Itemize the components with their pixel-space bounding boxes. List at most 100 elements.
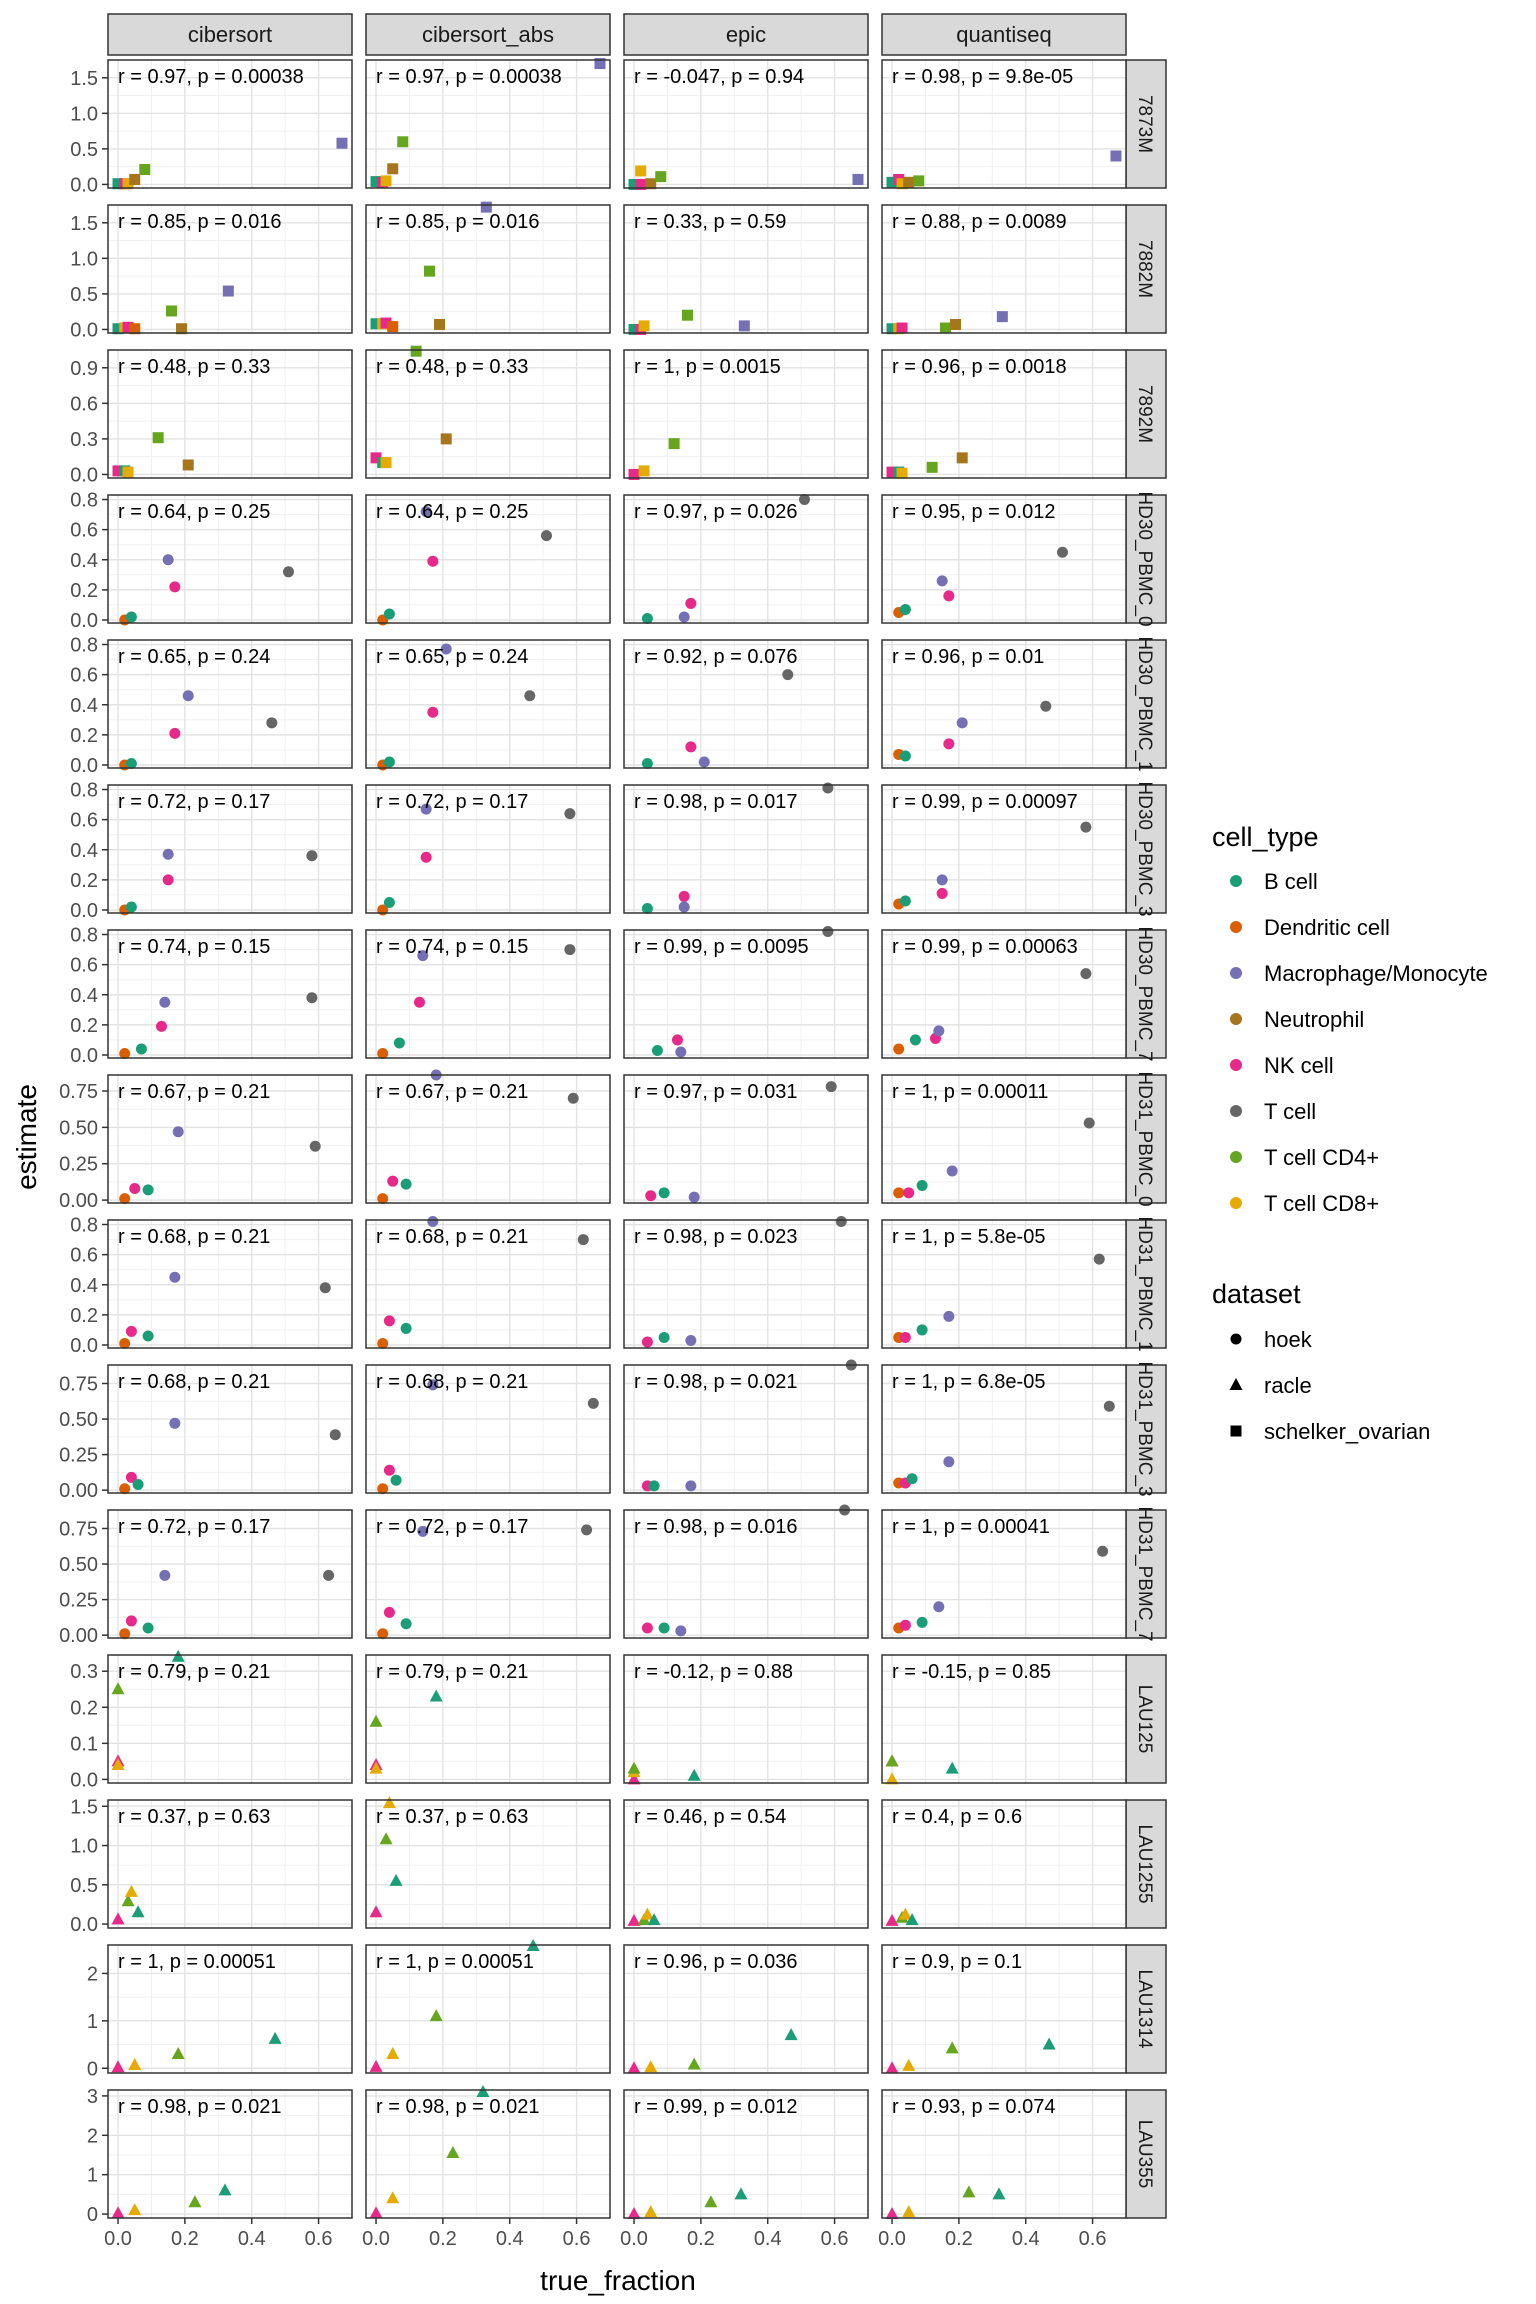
panel-background — [882, 1510, 1126, 1638]
y-tick-label: 1.0 — [70, 103, 98, 125]
point-b-cell — [389, 1873, 403, 1886]
point-nk-cell — [635, 178, 647, 190]
panel-lau355-cibersort-abs: r = 0.98, p = 0.021 — [365, 2084, 611, 2219]
point-macrophage-monocyte — [172, 1126, 184, 1138]
panel-background — [366, 1365, 610, 1493]
legend-title: dataset — [1212, 1279, 1301, 1309]
point-b-cell — [142, 1622, 154, 1634]
point-macrophage-monocyte — [440, 643, 452, 655]
y-axis-hd31-pbmc-7: 0.00 0.25 0.50 0.75 — [59, 1518, 108, 1647]
row-strip-label: 7892M — [1134, 385, 1155, 443]
point-t-cell — [822, 782, 834, 794]
point-macrophage-monocyte — [936, 575, 948, 587]
y-tick-label: 0.2 — [70, 870, 98, 892]
point-b-cell — [112, 323, 124, 335]
point-nk-cell — [678, 890, 690, 902]
panel-hd31-pbmc-7-epic: r = 0.98, p = 0.016 — [623, 1504, 869, 1639]
y-tick-label: 0.0 — [70, 1769, 98, 1791]
point-t-cell-cd4 — [940, 322, 952, 334]
row-strip-label: HD31_PBMC_0 — [1134, 1071, 1155, 1206]
panel-hd30-pbmc-3-cibersort: r = 0.72, p = 0.17 — [107, 784, 353, 916]
point-t-cell-cd8 — [122, 466, 134, 478]
panel-background — [108, 1510, 352, 1638]
panel-hd30-pbmc-1-cibersort: r = 0.65, p = 0.24 — [107, 639, 353, 771]
point-nk-cell — [162, 874, 174, 886]
point-t-cell-cd4 — [424, 265, 436, 277]
panel-border — [623, 1799, 869, 1929]
panel-hd31-pbmc-0-quantiseq: r = 1, p = 0.00011 — [881, 1074, 1127, 1204]
y-tick-label: 0.0 — [70, 319, 98, 341]
panel-7882m-cibersort: r = 0.85, p = 0.016 — [107, 204, 353, 335]
panel-7882m-cibersort-abs: r = 0.85, p = 0.016 — [365, 201, 611, 334]
y-tick-label: 1.5 — [70, 213, 98, 235]
panel-border — [881, 1364, 1127, 1494]
panel-border — [107, 349, 353, 479]
panel-hd31-pbmc-3-cibersort-abs: r = 0.68, p = 0.21 — [365, 1364, 611, 1495]
panel-background — [624, 1510, 868, 1638]
correlation-annotation: r = 0.99, p = 0.0095 — [634, 936, 809, 958]
point-b-cell — [268, 2031, 282, 2044]
point-t-cell — [581, 1524, 593, 1536]
panel-background — [882, 930, 1126, 1058]
y-tick-label: 0.25 — [59, 1154, 98, 1176]
panel-border — [623, 1509, 869, 1639]
panel-border — [365, 1654, 611, 1784]
panel-7873m-epic: r = -0.047, p = 0.94 — [623, 59, 869, 190]
point-t-cell-cd8 — [902, 2058, 916, 2071]
y-tick-label: 0.5 — [70, 284, 98, 306]
point-t-cell-cd4 — [369, 1714, 383, 1727]
panel-border — [107, 929, 353, 1059]
column-strip-quantiseq: quantiseq — [881, 13, 1127, 56]
legend-label: racle — [1264, 1373, 1312, 1398]
panel-background — [882, 1800, 1126, 1928]
x-axis-cibersort: 0.0 0.2 0.4 0.6 — [104, 2218, 332, 2250]
point-t-cell-cd4 — [446, 2146, 460, 2159]
y-tick-label: 0.0 — [70, 1045, 98, 1067]
correlation-annotation: r = 0.9, p = 0.1 — [892, 1951, 1022, 1973]
point-t-cell-cd8 — [902, 2205, 916, 2218]
y-axis-hd30-pbmc-3: 0.0 0.2 0.4 0.6 0.8 — [70, 780, 108, 922]
correlation-annotation: r = 0.48, p = 0.33 — [376, 356, 528, 378]
panel-lau1255-epic: r = 0.46, p = 0.54 — [623, 1799, 869, 1929]
point-t-cell-cd8 — [644, 2060, 658, 2073]
y-tick-label: 0.25 — [59, 1445, 98, 1467]
panel-border — [107, 784, 353, 914]
legend-key-racle — [1229, 1378, 1243, 1390]
correlation-annotation: r = 1, p = 0.00051 — [376, 1951, 534, 1973]
panel-lau1314-cibersort-abs: r = 1, p = 0.00051 — [365, 1938, 611, 2074]
correlation-annotation: r = 0.95, p = 0.012 — [892, 501, 1055, 523]
point-b-cell — [400, 1618, 412, 1630]
correlation-annotation: r = 0.68, p = 0.21 — [118, 1371, 270, 1393]
point-b-cell — [658, 1622, 670, 1634]
panel-background — [624, 1945, 868, 2073]
correlation-annotation: r = 0.85, p = 0.016 — [376, 211, 539, 233]
point-nk-cell — [129, 1182, 141, 1194]
y-axis-hd30-pbmc-7: 0.0 0.2 0.4 0.6 0.8 — [70, 925, 108, 1067]
point-dendritic-cell — [377, 1337, 389, 1349]
point-b-cell — [476, 2084, 490, 2097]
point-dendritic-cell — [119, 1628, 131, 1640]
point-t-cell-cd4 — [111, 1682, 125, 1695]
panel-background — [624, 1800, 868, 1928]
point-nk-cell — [111, 2060, 125, 2073]
point-macrophage-monocyte — [996, 311, 1008, 323]
point-nk-cell — [899, 1619, 911, 1631]
point-t-cell-cd4 — [885, 1754, 899, 1767]
row-strip-hd31-pbmc-0: HD31_PBMC_0 — [1125, 1071, 1167, 1207]
correlation-annotation: r = 0.67, p = 0.21 — [376, 1081, 528, 1103]
point-b-cell — [658, 1187, 670, 1199]
x-tick-label: 0.0 — [878, 2228, 906, 2250]
point-macrophage-monocyte — [1110, 150, 1122, 162]
point-macrophage-monocyte — [678, 611, 690, 623]
panel-background — [624, 495, 868, 623]
row-strip-label: HD30_PBMC_1 — [1134, 636, 1155, 771]
point-nk-cell — [627, 2061, 641, 2074]
point-b-cell — [734, 2187, 748, 2200]
row-strip-background — [1125, 929, 1167, 1059]
point-nk-cell — [641, 1622, 653, 1634]
panel-background — [108, 1945, 352, 2073]
point-macrophage-monocyte — [685, 1334, 697, 1346]
panel-hd31-pbmc-3-quantiseq: r = 1, p = 6.8e-05 — [881, 1364, 1127, 1494]
panel-hd31-pbmc-1-cibersort: r = 0.68, p = 0.21 — [107, 1219, 353, 1349]
panel-border — [623, 204, 869, 334]
